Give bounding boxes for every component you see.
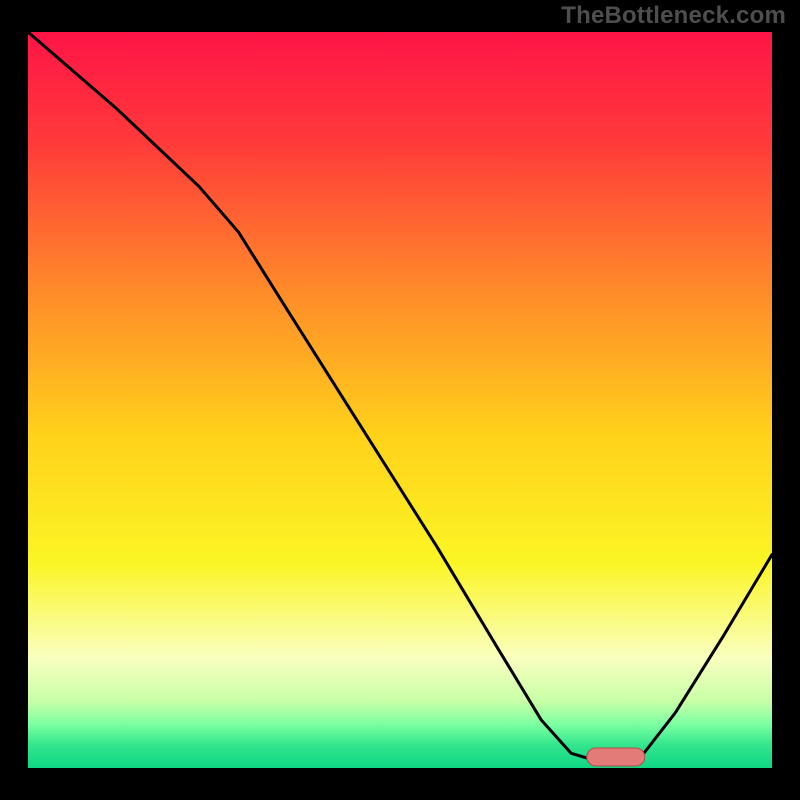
- watermark-text: TheBottleneck.com: [561, 2, 786, 30]
- chart-container: { "image": { "width": 800, "height": 800…: [0, 0, 800, 800]
- gradient-area: [28, 32, 772, 768]
- optimal-marker: [587, 748, 645, 766]
- bottleneck-chart: [0, 0, 800, 800]
